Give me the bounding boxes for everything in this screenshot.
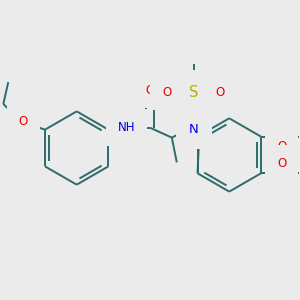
- Text: N: N: [189, 123, 199, 136]
- Text: O: O: [162, 85, 172, 98]
- Text: O: O: [277, 157, 286, 170]
- Text: O: O: [277, 140, 286, 153]
- Text: O: O: [216, 85, 225, 98]
- Text: S: S: [189, 85, 198, 100]
- Text: NH: NH: [118, 121, 135, 134]
- Text: O: O: [19, 115, 28, 128]
- Text: O: O: [146, 84, 155, 97]
